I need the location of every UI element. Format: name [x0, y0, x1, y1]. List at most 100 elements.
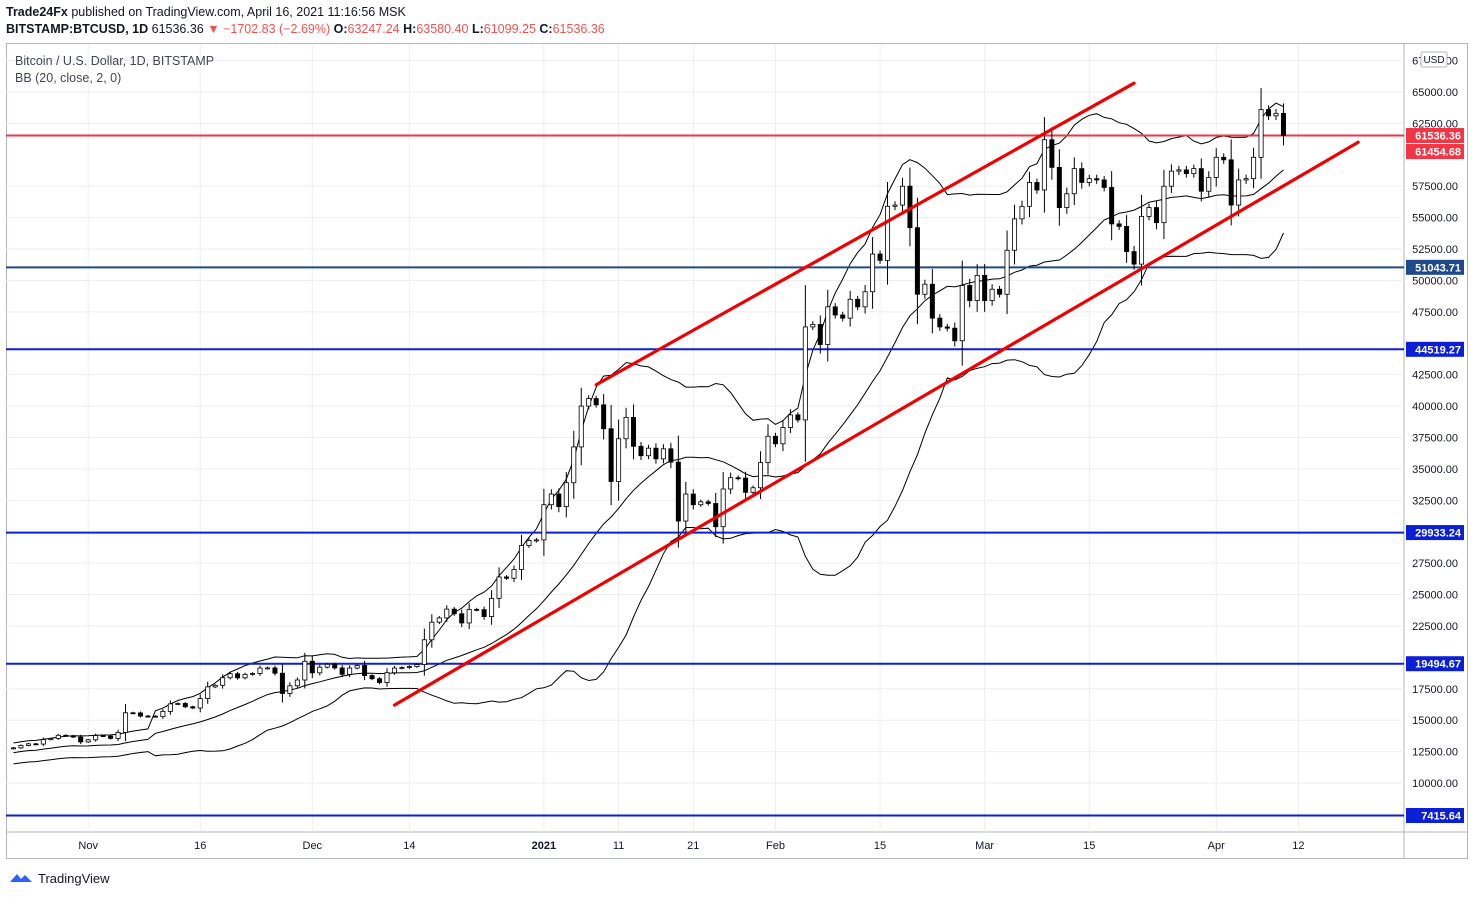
tradingview-footer[interactable]: TradingView: [8, 870, 110, 886]
candle-body: [474, 608, 480, 611]
close-value: 61536.36: [552, 22, 605, 36]
candle-body: [586, 398, 592, 407]
candle-body: [324, 663, 330, 668]
publisher-name[interactable]: Trade24Fx: [6, 5, 68, 19]
y-tick-label: 12500.00: [1412, 747, 1458, 759]
candle-body: [877, 253, 883, 261]
candle-body: [1161, 185, 1167, 224]
candle-body: [638, 445, 644, 457]
candle-body: [294, 679, 300, 687]
candle-body: [548, 493, 554, 506]
candle-body: [1012, 218, 1018, 251]
y-tick-label: 52500.00: [1412, 244, 1458, 256]
candle-body: [1243, 178, 1249, 181]
y-tick-label: 10000.00: [1412, 778, 1458, 790]
candle-body: [137, 712, 143, 717]
trendline: [392, 140, 1360, 707]
candle-body: [1064, 193, 1070, 208]
candle-body: [1251, 156, 1257, 180]
candle-body: [242, 673, 248, 679]
candle-body: [1004, 249, 1010, 295]
legend-title: Bitcoin / U.S. Dollar, 1D, BITSTAMP: [15, 54, 215, 68]
bb-middle-line: [13, 169, 1284, 754]
candle-body: [511, 569, 517, 579]
candle-body: [466, 608, 472, 624]
candle-body: [175, 703, 181, 705]
candle-body: [130, 712, 136, 715]
price-label-bg: [1406, 144, 1464, 160]
y-tick-label: 50000.00: [1412, 275, 1458, 287]
candle-body: [33, 743, 39, 746]
candle-body: [377, 678, 383, 683]
y-tick-label: 40000.00: [1412, 401, 1458, 413]
candle-body: [967, 285, 973, 301]
candle-body: [1131, 251, 1137, 265]
candle-body: [929, 283, 935, 319]
y-tick-label: 32500.00: [1412, 495, 1458, 507]
candle-body: [1124, 226, 1130, 252]
candle-body: [436, 617, 442, 623]
x-tick-label: 2021: [532, 840, 556, 852]
price-label: 44519.27: [1415, 344, 1461, 356]
candle-body: [1146, 207, 1152, 217]
candle-body: [160, 711, 166, 717]
y-tick-label: 25000.00: [1412, 590, 1458, 602]
candle-body: [518, 545, 524, 570]
candle-body: [220, 677, 226, 686]
candle-body: [25, 743, 31, 746]
candle-body: [1198, 168, 1204, 192]
candle-body: [496, 576, 502, 599]
candle-body: [616, 438, 622, 482]
candle-body: [989, 288, 995, 301]
candle-body: [631, 416, 637, 447]
candle-body: [108, 735, 114, 739]
candle-body: [481, 609, 487, 617]
candle-body: [1280, 112, 1286, 136]
candle-body: [1221, 156, 1227, 161]
candle-body: [257, 667, 263, 674]
bb-upper-line: [13, 102, 1284, 744]
candle-body: [899, 185, 905, 206]
candle-body: [1153, 207, 1159, 224]
y-tick-label: 17500.00: [1412, 684, 1458, 696]
x-tick-label: 11: [613, 840, 624, 852]
candle-body: [870, 253, 876, 293]
x-tick-label: Mar: [975, 840, 994, 852]
candle-body: [683, 493, 689, 522]
candle-body: [1086, 178, 1092, 183]
candle-body: [772, 435, 778, 445]
publish-info: Trade24Fx published on TradingView.com, …: [6, 5, 406, 19]
published-text: published on TradingView.com, April 16, …: [71, 5, 406, 19]
symbol-label: BITSTAMP:BTCUSD, 1D: [6, 22, 149, 36]
candle-body: [675, 461, 681, 522]
candle-body: [332, 663, 338, 669]
candle-body: [623, 416, 629, 440]
candle-body: [339, 667, 345, 675]
candle-body: [1116, 223, 1122, 227]
candle-body: [152, 715, 158, 718]
price-label: 29933.24: [1415, 528, 1462, 540]
candle-body: [369, 675, 375, 680]
candle-body: [1236, 179, 1242, 206]
candle-body: [526, 540, 532, 546]
candle-body: [668, 448, 674, 463]
price-label: 7415.64: [1421, 810, 1462, 822]
candle-body: [250, 673, 256, 675]
candle-body: [601, 404, 607, 430]
candle-body: [1034, 182, 1040, 191]
candle-body: [93, 735, 99, 741]
candle-body: [40, 739, 46, 745]
candle-body: [1176, 169, 1182, 172]
candle-body: [1258, 109, 1264, 158]
candle-body: [645, 447, 651, 457]
candle-body: [885, 205, 891, 261]
price-label-bg: [1406, 656, 1464, 672]
candle-body: [489, 597, 495, 617]
candle-body: [1071, 168, 1077, 195]
y-tick-label: 62500.00: [1412, 118, 1458, 130]
x-tick-label: Apr: [1208, 840, 1225, 852]
candle-body: [287, 685, 293, 694]
candle-body: [578, 405, 584, 448]
candle-body: [1026, 182, 1032, 207]
